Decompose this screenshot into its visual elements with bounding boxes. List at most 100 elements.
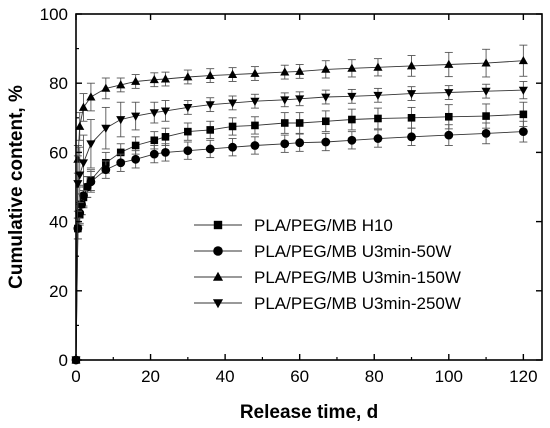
legend-label: PLA/PEG/MB U3min-50W xyxy=(254,242,451,261)
x-axis-title: Release time, d xyxy=(240,402,378,423)
data-point xyxy=(79,191,88,201)
data-point xyxy=(183,104,193,113)
data-point xyxy=(116,148,125,157)
legend-label: PLA/PEG/MB U3min-250W xyxy=(254,294,461,313)
data-point xyxy=(482,112,490,120)
data-point xyxy=(131,76,141,85)
x-tick-label: 60 xyxy=(290,367,309,386)
data-point xyxy=(228,69,238,78)
data-point xyxy=(206,126,215,134)
data-point xyxy=(295,119,304,127)
data-point xyxy=(481,128,491,138)
data-point xyxy=(101,124,111,133)
data-point xyxy=(228,99,238,108)
data-point xyxy=(444,89,454,98)
data-point xyxy=(295,138,305,148)
data-point xyxy=(86,177,96,187)
x-tick-label: 80 xyxy=(365,367,384,386)
data-point xyxy=(348,115,356,124)
data-point xyxy=(205,144,215,154)
data-point xyxy=(481,58,491,67)
data-point xyxy=(86,140,96,149)
data-point xyxy=(295,66,305,75)
x-tick-label: 20 xyxy=(141,367,160,386)
data-point xyxy=(407,114,416,122)
y-axis-title: Cumulative content, % xyxy=(6,85,27,289)
x-tick-label: 40 xyxy=(216,367,235,386)
data-point xyxy=(149,74,159,84)
data-point xyxy=(321,93,331,102)
data-point xyxy=(280,139,290,149)
data-point xyxy=(280,67,290,76)
legend-marker xyxy=(213,220,223,230)
data-point xyxy=(183,72,193,81)
data-point xyxy=(373,134,383,143)
legend-item: PLA/PEG/MB H10 xyxy=(194,216,393,235)
data-point xyxy=(445,112,453,121)
x-tick-label: 100 xyxy=(435,367,463,386)
data-point xyxy=(78,159,89,168)
legend-marker xyxy=(212,271,224,281)
axes-layer: 0 20 40 60 80 100 120 0 20 40 60 80 100 xyxy=(40,5,542,386)
data-point xyxy=(519,110,528,119)
data-point xyxy=(347,135,357,145)
legend-item: PLA/PEG/MB U3min-50W xyxy=(194,242,451,261)
series-2 xyxy=(71,120,528,365)
data-point xyxy=(116,80,126,89)
data-point xyxy=(75,171,85,180)
data-point xyxy=(518,55,528,65)
legend: PLA/PEG/MB H10 PLA/PEG/MB U3min-50W PLA/PE… xyxy=(194,216,461,313)
x-tick-label: 120 xyxy=(509,367,537,386)
data-point xyxy=(86,92,96,101)
y-tick-label: 20 xyxy=(49,282,68,301)
data-point xyxy=(149,109,159,118)
data-point xyxy=(228,142,237,152)
data-point xyxy=(131,112,141,121)
data-point xyxy=(160,74,171,83)
data-point xyxy=(295,95,305,104)
series-3 xyxy=(71,44,528,364)
data-point xyxy=(280,96,290,105)
data-point xyxy=(131,154,141,164)
data-point xyxy=(101,165,111,175)
data-point xyxy=(205,70,215,80)
data-point xyxy=(149,149,159,159)
series-layer xyxy=(71,44,528,365)
data-point xyxy=(518,86,528,95)
y-tick-label: 0 xyxy=(59,351,68,370)
data-point xyxy=(250,97,260,106)
data-point xyxy=(150,136,159,145)
x-tick-label: 0 xyxy=(71,367,80,386)
legend-label: PLA/PEG/MB U3min-150W xyxy=(254,268,461,287)
data-point xyxy=(184,127,192,136)
data-point xyxy=(407,132,416,142)
data-point xyxy=(101,83,111,92)
data-point xyxy=(347,63,357,72)
data-point xyxy=(228,122,237,131)
y-tick-label: 100 xyxy=(40,5,68,24)
data-point xyxy=(250,68,260,77)
data-point xyxy=(373,62,383,71)
data-point xyxy=(131,141,140,150)
data-point xyxy=(406,61,417,70)
legend-marker xyxy=(213,246,223,256)
data-point xyxy=(77,199,86,209)
y-tick-label: 40 xyxy=(49,213,68,232)
data-point xyxy=(75,121,85,130)
data-point xyxy=(321,137,331,147)
data-point xyxy=(280,119,289,127)
series-4 xyxy=(71,81,528,365)
data-point xyxy=(205,101,215,110)
data-point xyxy=(183,146,193,156)
data-point xyxy=(481,87,491,96)
data-point xyxy=(116,158,126,168)
data-point xyxy=(161,133,170,141)
data-point xyxy=(373,91,383,101)
data-point xyxy=(321,117,330,126)
data-point xyxy=(251,121,259,130)
legend-item: PLA/PEG/MB U3min-150W xyxy=(194,268,461,287)
data-point xyxy=(374,114,382,123)
data-point xyxy=(406,90,417,99)
data-point xyxy=(444,59,454,68)
